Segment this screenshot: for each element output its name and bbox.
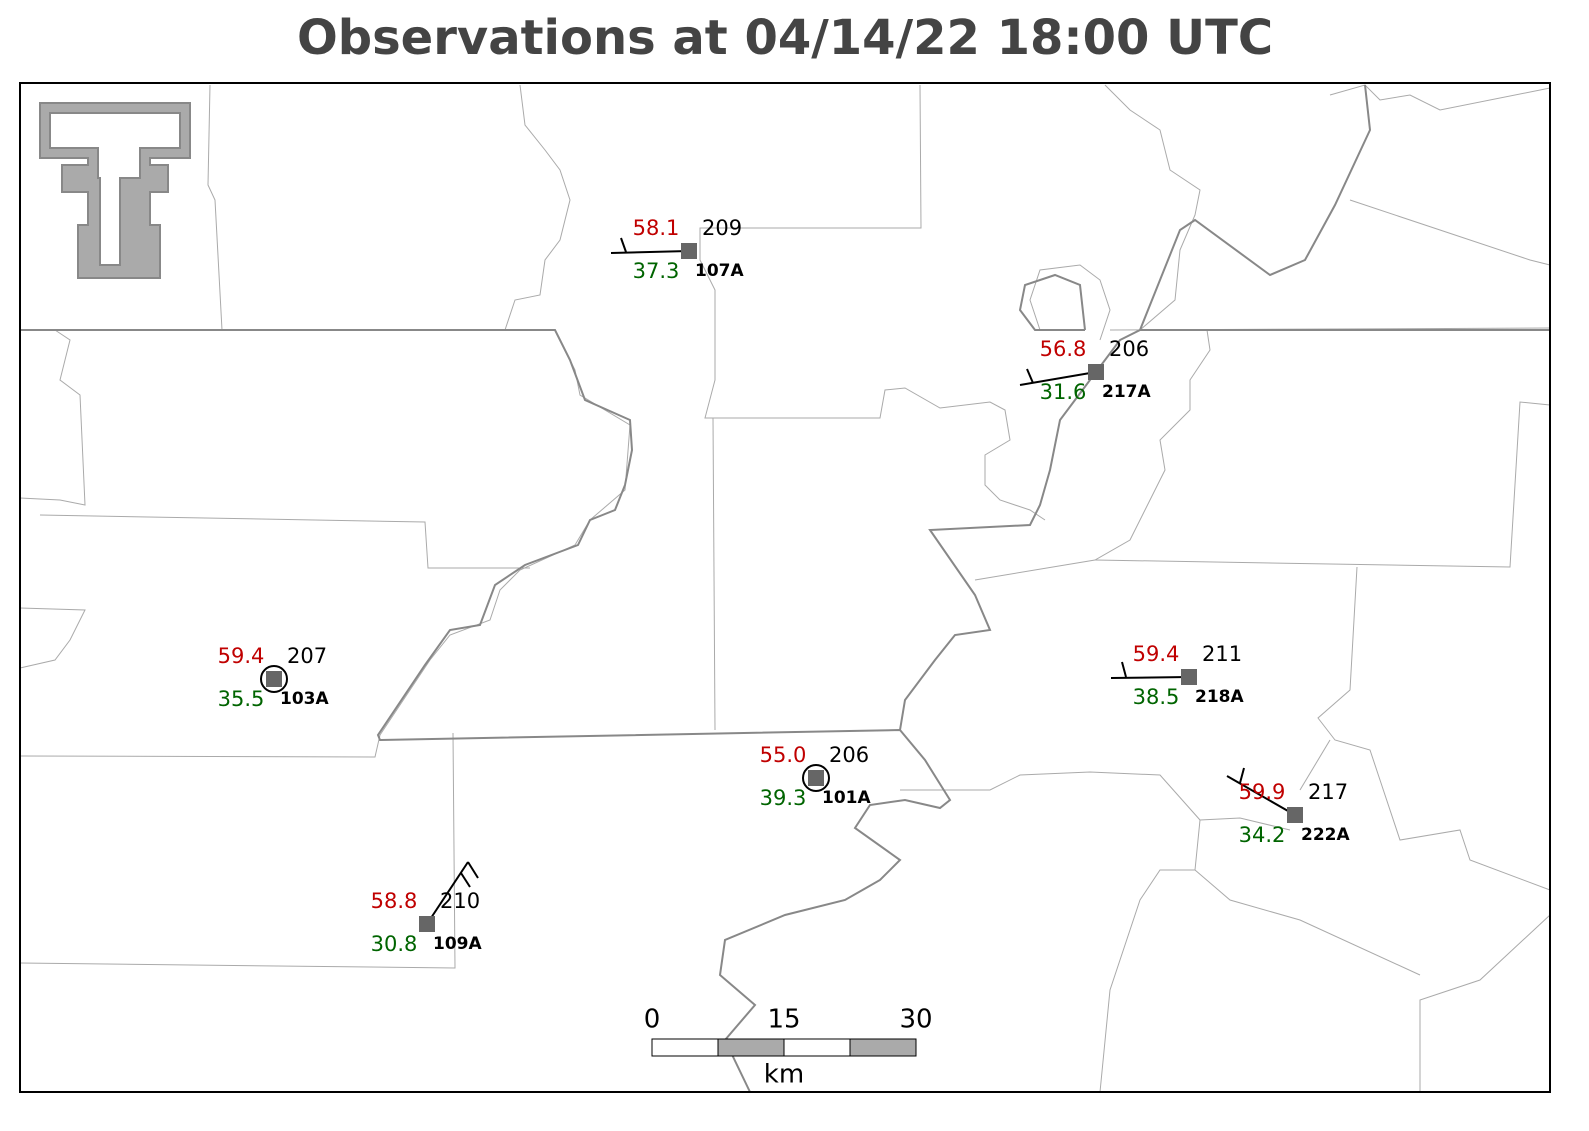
scale-label: 15 xyxy=(767,1005,800,1035)
dewpoint: 30.8 xyxy=(371,932,418,956)
station-marker xyxy=(1287,807,1303,823)
station-id: 217A xyxy=(1102,382,1151,402)
temperature: 59.4 xyxy=(218,644,265,668)
temperature: 58.1 xyxy=(633,216,680,240)
temperature: 56.8 xyxy=(1040,337,1087,361)
station-marker xyxy=(808,770,824,786)
station-id: 107A xyxy=(695,261,744,281)
temperature: 59.4 xyxy=(1133,642,1180,666)
dewpoint: 31.6 xyxy=(1040,380,1087,404)
pressure: 210 xyxy=(440,889,480,913)
station-id: 218A xyxy=(1195,687,1244,707)
station-id: 103A xyxy=(280,689,329,709)
boundaries xyxy=(19,84,1551,1093)
stations: 58.1 37.3 209 107A 56.8 31.6 206 217A 59.4 35.5 20… xyxy=(218,216,1351,956)
dewpoint: 34.2 xyxy=(1239,823,1286,847)
temperature: 55.0 xyxy=(760,743,807,767)
scale-label: 30 xyxy=(899,1005,932,1035)
station-marker xyxy=(266,671,282,687)
map-frame xyxy=(19,82,1551,1093)
station-id: 101A xyxy=(822,788,871,808)
station-id: 222A xyxy=(1301,825,1350,845)
scale-bar xyxy=(651,1038,917,1057)
station-marker xyxy=(1088,364,1104,380)
temperature: 59.9 xyxy=(1239,780,1286,804)
station-marker xyxy=(681,243,697,259)
dewpoint: 39.3 xyxy=(760,786,807,810)
title: Observations at 04/14/22 18:00 UTC xyxy=(297,10,1273,66)
station-id: 109A xyxy=(433,934,482,954)
wind-barbs xyxy=(260,237,1296,925)
pressure: 209 xyxy=(702,216,742,240)
temperature: 58.8 xyxy=(371,889,418,913)
scale-label: 0 xyxy=(644,1005,661,1035)
pressure: 217 xyxy=(1308,780,1348,804)
pressure: 206 xyxy=(829,743,869,767)
pressure: 206 xyxy=(1109,337,1149,361)
logo xyxy=(39,102,191,279)
dewpoint: 37.3 xyxy=(633,259,680,283)
pressure: 207 xyxy=(287,644,327,668)
dewpoint: 35.5 xyxy=(218,687,265,711)
station-marker xyxy=(1181,669,1197,685)
pressure: 211 xyxy=(1202,642,1242,666)
station-marker xyxy=(419,916,435,932)
scale-unit: km xyxy=(764,1060,804,1090)
dewpoint: 38.5 xyxy=(1133,685,1180,709)
